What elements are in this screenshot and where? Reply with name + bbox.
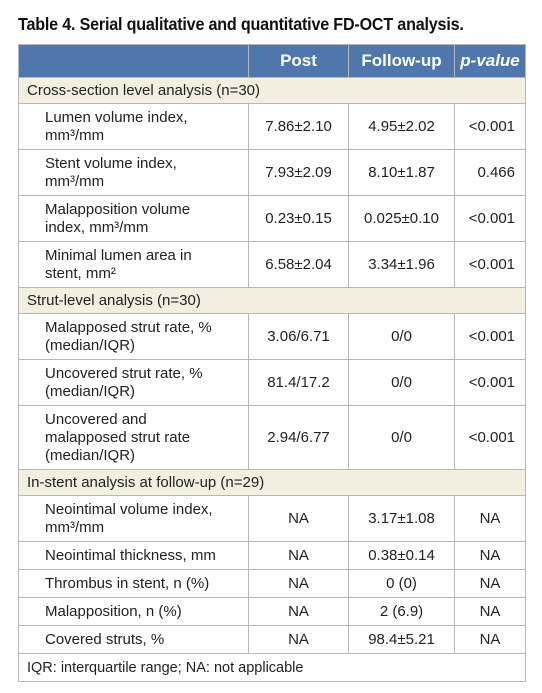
- row-label: Stent volume index, mm³/mm: [18, 149, 249, 196]
- cell-pvalue: 0.466: [454, 149, 526, 196]
- cell-post: 0.23±0.15: [248, 195, 349, 242]
- cell-followup: 0/0: [348, 405, 455, 470]
- cell-pvalue: <0.001: [454, 103, 526, 150]
- row-label: Uncovered strut rate, % (median/IQR): [18, 359, 249, 406]
- table-row: Thrombus in stent, n (%) NA 0 (0) NA: [18, 569, 526, 598]
- cell-pvalue: NA: [454, 569, 526, 598]
- cell-post: 81.4/17.2: [248, 359, 349, 406]
- cell-pvalue: NA: [454, 541, 526, 570]
- cell-post: 3.06/6.71: [248, 313, 349, 360]
- table-row: Neointimal thickness, mm NA 0.38±0.14 NA: [18, 541, 526, 570]
- header-row: Post Follow-up p-value: [18, 44, 526, 78]
- section-row: Strut-level analysis (n=30): [18, 287, 526, 314]
- table-row: Neointimal volume index, mm³/mm NA 3.17±1…: [18, 495, 526, 542]
- section-row: In-stent analysis at follow-up (n=29): [18, 469, 526, 496]
- section-label: Cross-section level analysis (n=30): [18, 77, 526, 104]
- row-label: Malapposition volume index, mm³/mm: [18, 195, 249, 242]
- cell-pvalue: NA: [454, 495, 526, 542]
- cell-post: NA: [248, 541, 349, 570]
- cell-post: 6.58±2.04: [248, 241, 349, 288]
- cell-followup: 8.10±1.87: [348, 149, 455, 196]
- table-row: Malapposition volume index, mm³/mm 0.23±0…: [18, 195, 526, 242]
- row-label: Covered struts, %: [18, 625, 249, 654]
- cell-followup: 0/0: [348, 313, 455, 360]
- cell-pvalue: <0.001: [454, 359, 526, 406]
- row-label: Uncovered and malapposed strut rate (media…: [18, 405, 249, 470]
- header-empty: [18, 44, 249, 78]
- table-title: Table 4. Serial qualitative and quantita…: [18, 14, 464, 34]
- cell-followup: 0.025±0.10: [348, 195, 455, 242]
- section-row: Cross-section level analysis (n=30): [18, 77, 526, 104]
- cell-post: NA: [248, 625, 349, 654]
- row-label: Malapposition, n (%): [18, 597, 249, 626]
- table-row: Minimal lumen area in stent, mm² 6.58±2.0…: [18, 241, 526, 288]
- header-post: Post: [248, 44, 349, 78]
- header-followup: Follow-up: [348, 44, 455, 78]
- table-row: Stent volume index, mm³/mm 7.93±2.09 8.10…: [18, 149, 526, 196]
- table-row: Lumen volume index, mm³/mm 7.86±2.10 4.95…: [18, 103, 526, 150]
- header-pvalue: p-value: [454, 44, 526, 78]
- table-footnote: IQR: interquartile range; NA: not applic…: [18, 653, 526, 682]
- cell-pvalue: <0.001: [454, 313, 526, 360]
- oct-analysis-table: Post Follow-up p-value Cross-section lev…: [18, 44, 526, 682]
- cell-post: 2.94/6.77: [248, 405, 349, 470]
- row-label: Neointimal thickness, mm: [18, 541, 249, 570]
- row-label: Minimal lumen area in stent, mm²: [18, 241, 249, 288]
- row-label: Neointimal volume index, mm³/mm: [18, 495, 249, 542]
- table-row: Uncovered and malapposed strut rate (media…: [18, 405, 526, 470]
- table-row: Malapposed strut rate, % (median/IQR) 3.0…: [18, 313, 526, 360]
- cell-followup: 4.95±2.02: [348, 103, 455, 150]
- cell-followup: 3.17±1.08: [348, 495, 455, 542]
- cell-pvalue: <0.001: [454, 195, 526, 242]
- section-label: In-stent analysis at follow-up (n=29): [18, 469, 526, 496]
- footer-row: IQR: interquartile range; NA: not applic…: [18, 653, 526, 682]
- table-row: Covered struts, % NA 98.4±5.21 NA: [18, 625, 526, 654]
- cell-followup: 3.34±1.96: [348, 241, 455, 288]
- cell-pvalue: <0.001: [454, 241, 526, 288]
- cell-followup: 2 (6.9): [348, 597, 455, 626]
- cell-followup: 0.38±0.14: [348, 541, 455, 570]
- cell-pvalue: NA: [454, 625, 526, 654]
- cell-pvalue: NA: [454, 597, 526, 626]
- cell-followup: 0/0: [348, 359, 455, 406]
- cell-post: 7.93±2.09: [248, 149, 349, 196]
- table-row: Malapposition, n (%) NA 2 (6.9) NA: [18, 597, 526, 626]
- section-label: Strut-level analysis (n=30): [18, 287, 526, 314]
- row-label: Lumen volume index, mm³/mm: [18, 103, 249, 150]
- cell-post: NA: [248, 569, 349, 598]
- cell-post: 7.86±2.10: [248, 103, 349, 150]
- cell-pvalue: <0.001: [454, 405, 526, 470]
- table-row: Uncovered strut rate, % (median/IQR) 81.4…: [18, 359, 526, 406]
- row-label: Thrombus in stent, n (%): [18, 569, 249, 598]
- cell-followup: 0 (0): [348, 569, 455, 598]
- cell-post: NA: [248, 597, 349, 626]
- cell-post: NA: [248, 495, 349, 542]
- cell-followup: 98.4±5.21: [348, 625, 455, 654]
- row-label: Malapposed strut rate, % (median/IQR): [18, 313, 249, 360]
